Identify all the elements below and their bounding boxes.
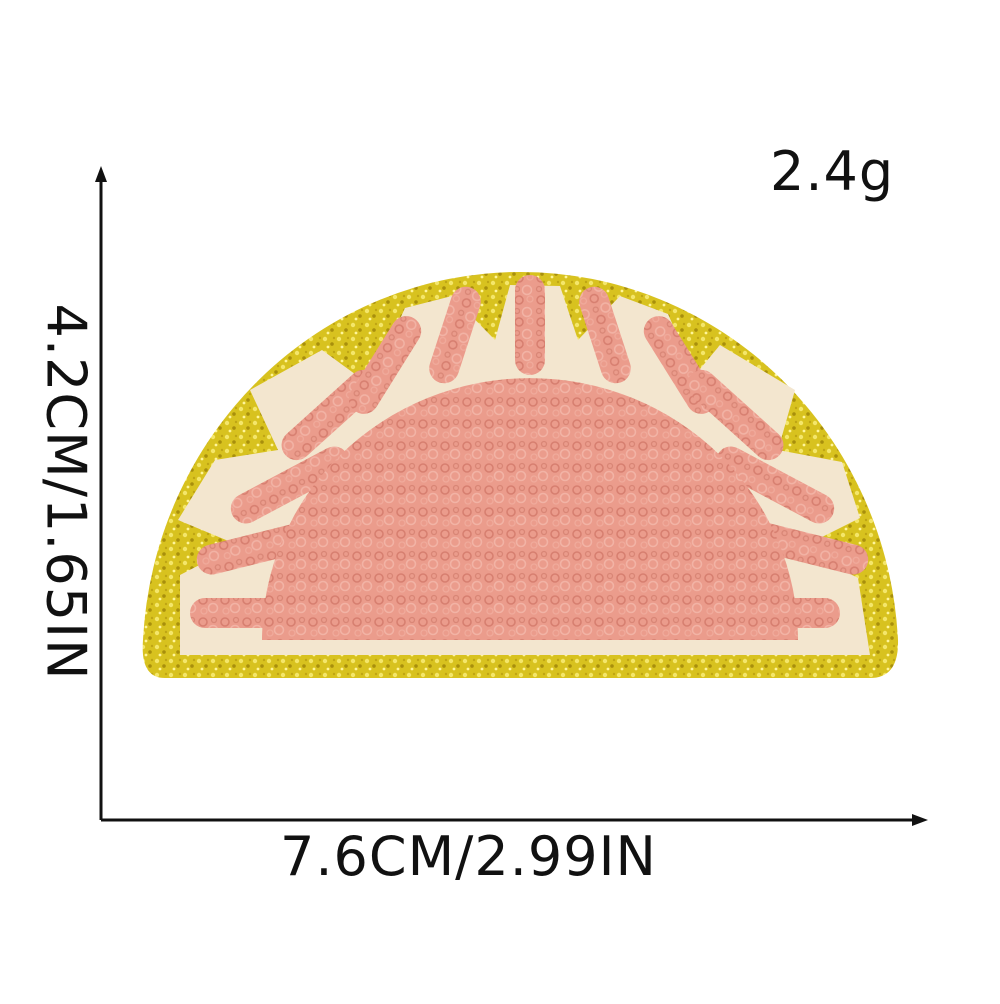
dimension-axes — [95, 166, 928, 826]
width-dimension-label: 7.6CM/2.99IN — [280, 825, 657, 888]
weight-label: 2.4g — [770, 140, 895, 203]
chenille-body — [262, 378, 798, 640]
height-dimension-label: 4.2CM/1.65IN — [34, 303, 98, 681]
width-axis-arrow-icon — [912, 814, 928, 826]
height-axis-arrow-icon — [95, 166, 107, 182]
